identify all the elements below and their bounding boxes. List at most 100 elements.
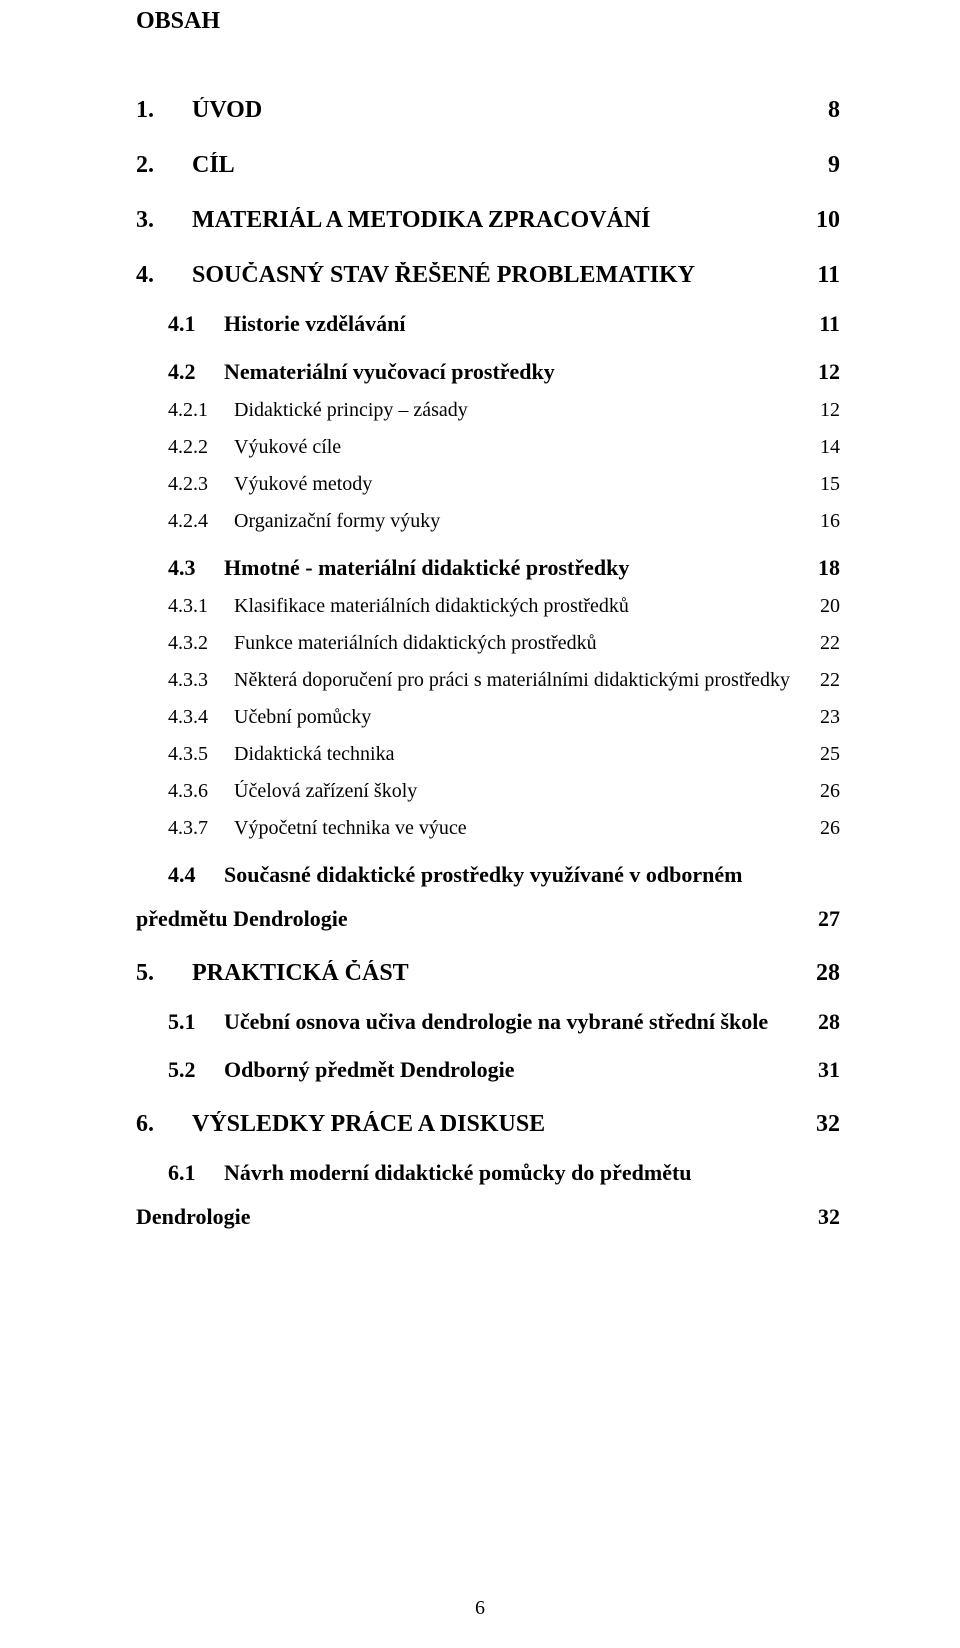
- toc-entry-text: Didaktická technika: [234, 743, 395, 766]
- toc-entry: 4.3.7Výpočetní technika ve výuce 26: [136, 817, 840, 840]
- toc-entry-text: Klasifikace materiálních didaktických pr…: [234, 595, 629, 618]
- toc-entry-page: 11: [817, 262, 840, 289]
- toc-entry-page: 26: [820, 780, 840, 803]
- toc-entry-page: 28: [816, 960, 840, 987]
- toc-entry: 4.3.2Funkce materiálních didaktických pr…: [136, 632, 840, 655]
- toc-entry: 4.3.1Klasifikace materiálních didaktický…: [136, 595, 840, 618]
- toc-entry-text: Didaktické principy – zásady: [234, 399, 468, 422]
- toc-entry-number: 4.2.4: [168, 510, 234, 533]
- toc-entry-number: 3.: [136, 207, 192, 234]
- toc-entry: 2.CÍL 9: [136, 152, 840, 179]
- toc-entry-page: 18: [818, 555, 840, 581]
- toc-entry-number: 4.3.7: [168, 817, 234, 840]
- toc-entry: 5.PRAKTICKÁ ČÁST 28: [136, 960, 840, 987]
- toc-entry-text-continued: předmětu Dendrologie: [136, 906, 348, 932]
- toc-entry: 4.3.5Didaktická technika 25: [136, 743, 840, 766]
- toc-entry-text: Učební osnova učiva dendrologie na vybra…: [224, 1009, 768, 1035]
- toc-entry: 4.2Nemateriální vyučovací prostředky 12: [136, 359, 840, 385]
- toc-entry-number: 6.: [136, 1111, 192, 1138]
- toc-entry-number: 4.3.3: [168, 669, 234, 692]
- toc-entry: 1.ÚVOD 8: [136, 97, 840, 124]
- toc-entry-number: 4.: [136, 262, 192, 289]
- toc-entry: 4.1Historie vzdělávání 11: [136, 311, 840, 337]
- toc-entry: 5.2Odborný předmět Dendrologie 31: [136, 1057, 840, 1083]
- toc-entry-page: 22: [820, 632, 840, 655]
- toc-entry-number: 4.3.5: [168, 743, 234, 766]
- toc-entry-text: Organizační formy výuky: [234, 510, 440, 533]
- toc-entry-page: 8: [828, 97, 840, 124]
- toc-entry-number: 5.1: [168, 1009, 224, 1035]
- toc-entry-page: 11: [819, 311, 840, 337]
- toc-entry-text: Účelová zařízení školy: [234, 780, 417, 803]
- toc-entry-page: 15: [820, 473, 840, 496]
- toc-entry-number: 4.2.3: [168, 473, 234, 496]
- toc-entry-text: CÍL: [192, 152, 235, 179]
- toc-entry: 6.VÝSLEDKY PRÁCE A DISKUSE 32: [136, 1111, 840, 1138]
- toc-entry-text: Výukové metody: [234, 473, 372, 496]
- toc-entry-text: SOUČASNÝ STAV ŘEŠENÉ PROBLEMATIKY: [192, 262, 695, 289]
- toc-entry-page: 32: [816, 1111, 840, 1138]
- toc-container: 1.ÚVOD 8 2.CÍL 9 3.MATERIÁL A METODIKA ZPRAC…: [136, 97, 840, 1230]
- toc-entry: 6.1Návrh moderní didaktické pomůcky do p…: [136, 1160, 840, 1230]
- toc-entry-number: 4.3.1: [168, 595, 234, 618]
- toc-entry-text: Některá doporučení pro práci s materiáln…: [234, 669, 790, 692]
- toc-entry-page: 20: [820, 595, 840, 618]
- toc-entry-number: 4.3.2: [168, 632, 234, 655]
- toc-entry: 4.2.4Organizační formy výuky 16: [136, 510, 840, 533]
- toc-entry-page: 12: [818, 359, 840, 385]
- toc-entry: 4.2.1Didaktické principy – zásady 12: [136, 399, 840, 422]
- toc-entry-text: Historie vzdělávání: [224, 311, 405, 337]
- toc-entry-page: 25: [820, 743, 840, 766]
- toc-entry-text-continued: Dendrologie: [136, 1204, 250, 1230]
- toc-entry-text: Návrh moderní didaktické pomůcky do před…: [224, 1160, 692, 1186]
- page-number: 6: [0, 1597, 960, 1620]
- toc-entry-page: 14: [820, 436, 840, 459]
- toc-entry-text: VÝSLEDKY PRÁCE A DISKUSE: [192, 1111, 545, 1138]
- toc-entry-page: 32: [818, 1204, 840, 1230]
- toc-entry-number: 4.3.6: [168, 780, 234, 803]
- toc-entry: 4.3.6Účelová zařízení školy 26: [136, 780, 840, 803]
- toc-entry-number: 4.3.4: [168, 706, 234, 729]
- toc-entry-text: ÚVOD: [192, 97, 262, 124]
- toc-entry-page: 27: [818, 906, 840, 932]
- toc-entry-text: Hmotné - materiální didaktické prostředk…: [224, 555, 629, 581]
- toc-entry-text: Výpočetní technika ve výuce: [234, 817, 467, 840]
- toc-entry-text: Nemateriální vyučovací prostředky: [224, 359, 555, 385]
- toc-entry-number: 1.: [136, 97, 192, 124]
- toc-entry: 4.3Hmotné - materiální didaktické prostř…: [136, 555, 840, 581]
- toc-entry-number: 6.1: [168, 1160, 224, 1186]
- toc-entry-number: 4.2.1: [168, 399, 234, 422]
- toc-entry-page: 10: [816, 207, 840, 234]
- toc-entry-text: PRAKTICKÁ ČÁST: [192, 960, 409, 987]
- toc-entry-number: 2.: [136, 152, 192, 179]
- toc-entry-number: 4.3: [168, 555, 224, 581]
- toc-entry-page: 23: [820, 706, 840, 729]
- toc-entry: 3.MATERIÁL A METODIKA ZPRACOVÁNÍ 10: [136, 207, 840, 234]
- toc-entry: 4.3.3Některá doporučení pro práci s mate…: [136, 669, 840, 692]
- toc-entry-page: 22: [820, 669, 840, 692]
- toc-entry-text: Výukové cíle: [234, 436, 341, 459]
- toc-entry-number: 4.2: [168, 359, 224, 385]
- toc-entry-number: 4.1: [168, 311, 224, 337]
- document-page: OBSAH 1.ÚVOD 8 2.CÍL 9 3.MATERIÁL A METODIKA…: [0, 0, 960, 1648]
- toc-entry-number: 5.: [136, 960, 192, 987]
- toc-entry: 4.4Současné didaktické prostředky využív…: [136, 862, 840, 932]
- toc-entry-text: Učební pomůcky: [234, 706, 371, 729]
- toc-entry-number: 5.2: [168, 1057, 224, 1083]
- toc-entry: 4.2.3Výukové metody 15: [136, 473, 840, 496]
- toc-entry-page: 12: [820, 399, 840, 422]
- toc-entry-text: MATERIÁL A METODIKA ZPRACOVÁNÍ: [192, 207, 651, 234]
- toc-entry-page: 28: [818, 1009, 840, 1035]
- toc-entry-text: Současné didaktické prostředky využívané…: [224, 862, 742, 888]
- toc-entry-text: Funkce materiálních didaktických prostře…: [234, 632, 597, 655]
- toc-entry-page: 9: [828, 152, 840, 179]
- toc-entry-page: 31: [818, 1057, 840, 1083]
- toc-entry-text: Odborný předmět Dendrologie: [224, 1057, 514, 1083]
- toc-title: OBSAH: [136, 8, 840, 35]
- toc-entry: 4.SOUČASNÝ STAV ŘEŠENÉ PROBLEMATIKY 11: [136, 262, 840, 289]
- toc-entry: 4.3.4Učební pomůcky 23: [136, 706, 840, 729]
- toc-entry-page: 26: [820, 817, 840, 840]
- toc-entry: 5.1Učební osnova učiva dendrologie na vy…: [136, 1009, 840, 1035]
- toc-entry-page: 16: [820, 510, 840, 533]
- toc-entry: 4.2.2Výukové cíle14: [136, 436, 840, 459]
